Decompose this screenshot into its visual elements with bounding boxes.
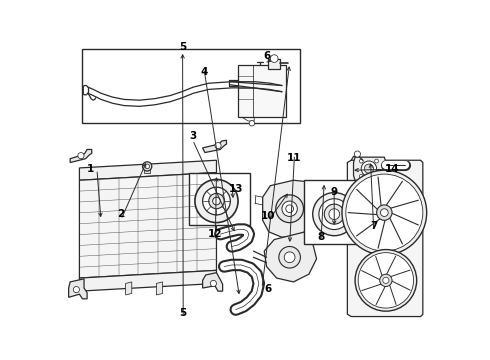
Circle shape xyxy=(342,170,427,255)
Text: 12: 12 xyxy=(208,229,222,239)
Circle shape xyxy=(313,193,356,236)
Circle shape xyxy=(365,164,373,173)
Bar xyxy=(144,170,150,173)
Polygon shape xyxy=(125,282,132,295)
Bar xyxy=(304,180,369,244)
Polygon shape xyxy=(264,232,317,282)
Text: 1: 1 xyxy=(87,164,95,174)
Circle shape xyxy=(319,199,350,230)
Polygon shape xyxy=(69,279,87,299)
Circle shape xyxy=(359,159,363,163)
Polygon shape xyxy=(79,172,217,278)
Bar xyxy=(82,49,300,123)
Circle shape xyxy=(282,201,297,216)
Circle shape xyxy=(377,205,392,220)
Polygon shape xyxy=(203,273,222,291)
Circle shape xyxy=(354,151,361,157)
Circle shape xyxy=(329,209,340,220)
Polygon shape xyxy=(354,157,386,180)
Circle shape xyxy=(359,174,363,178)
Circle shape xyxy=(380,274,392,287)
Circle shape xyxy=(381,209,388,216)
Polygon shape xyxy=(203,140,226,153)
Circle shape xyxy=(284,252,295,263)
Circle shape xyxy=(74,287,79,293)
Polygon shape xyxy=(347,160,423,316)
Circle shape xyxy=(195,180,238,222)
Text: 5: 5 xyxy=(180,309,187,319)
Circle shape xyxy=(209,193,224,209)
Circle shape xyxy=(215,143,221,149)
Circle shape xyxy=(210,280,217,287)
Bar xyxy=(189,172,250,225)
Circle shape xyxy=(346,174,423,251)
Polygon shape xyxy=(79,160,217,180)
Circle shape xyxy=(276,195,303,222)
Circle shape xyxy=(375,159,378,163)
Text: 7: 7 xyxy=(370,221,377,231)
Text: 4: 4 xyxy=(200,67,208,77)
Circle shape xyxy=(279,247,300,268)
Circle shape xyxy=(78,153,84,159)
Circle shape xyxy=(355,249,416,311)
Text: 11: 11 xyxy=(287,153,302,163)
Text: 9: 9 xyxy=(331,186,338,197)
Polygon shape xyxy=(263,180,315,237)
Circle shape xyxy=(375,174,378,178)
Text: 8: 8 xyxy=(318,232,324,242)
Text: 3: 3 xyxy=(189,131,196,141)
Circle shape xyxy=(361,161,377,176)
Circle shape xyxy=(286,205,294,213)
Circle shape xyxy=(383,277,389,283)
Polygon shape xyxy=(156,282,163,295)
Bar xyxy=(238,65,286,117)
Text: 10: 10 xyxy=(261,211,275,221)
Circle shape xyxy=(358,253,414,308)
Text: 6: 6 xyxy=(265,284,272,293)
Polygon shape xyxy=(79,270,217,291)
Text: 6: 6 xyxy=(263,51,270,61)
Circle shape xyxy=(143,162,152,171)
Text: 13: 13 xyxy=(229,184,243,194)
Text: 5: 5 xyxy=(179,42,186,52)
Circle shape xyxy=(249,121,255,126)
Text: 14: 14 xyxy=(385,164,400,174)
Bar xyxy=(268,59,280,69)
Circle shape xyxy=(203,187,230,215)
Circle shape xyxy=(145,164,149,169)
Circle shape xyxy=(270,55,278,62)
Circle shape xyxy=(324,204,344,224)
Polygon shape xyxy=(70,149,92,163)
Circle shape xyxy=(213,197,220,205)
Text: 2: 2 xyxy=(117,209,124,219)
Polygon shape xyxy=(228,184,249,218)
